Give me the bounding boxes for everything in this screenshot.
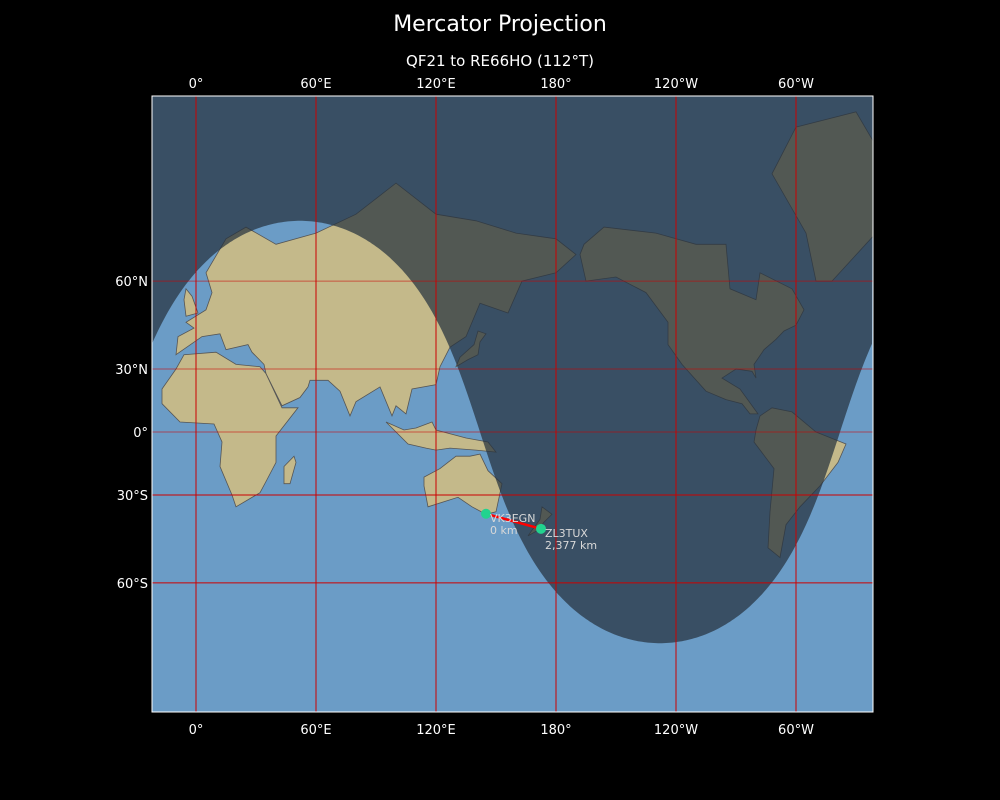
- station-distance: 2,377 km: [545, 539, 597, 552]
- bottom-lon-label: 0°: [189, 723, 204, 738]
- station-marker[interactable]: [481, 508, 491, 519]
- land-madagascar: [283, 455, 297, 485]
- top-lon-label: 120°E: [416, 77, 456, 92]
- top-lon-label: 180°: [540, 77, 571, 92]
- station-call: ZL3TUX: [545, 527, 588, 540]
- tick-labels: 0° 0° 60°E 60°E 120°E 120°E 180° 180° 120°W 120°W…: [115, 77, 814, 738]
- top-lon-label: 60°W: [778, 77, 814, 92]
- map-frame: [151, 95, 874, 713]
- great-circle-path: [485, 512, 542, 531]
- graticule: [152, 96, 873, 712]
- station-call: VK3EGN: [490, 512, 535, 525]
- lat-label: 30°S: [117, 489, 148, 504]
- top-lon-label: 0°: [189, 77, 204, 92]
- lat-label: 60°S: [117, 577, 148, 592]
- top-lon-label: 60°E: [300, 77, 331, 92]
- lat-label: 60°N: [115, 275, 148, 290]
- figure-title: Mercator Projection: [393, 12, 607, 37]
- bottom-lon-label: 180°: [540, 723, 571, 738]
- bottom-lon-label: 120°W: [654, 723, 698, 738]
- lat-label: 30°N: [115, 363, 148, 378]
- station-marker[interactable]: [536, 523, 546, 534]
- land-australia: [423, 453, 503, 515]
- top-lon-label: 120°W: [654, 77, 698, 92]
- map-subtitle: QF21 to RE66HO (112°T): [406, 52, 594, 70]
- bottom-lon-label: 60°W: [778, 723, 814, 738]
- station-distance: 0 km: [490, 524, 518, 537]
- lat-label: 0°: [133, 426, 148, 441]
- bottom-lon-label: 60°E: [300, 723, 331, 738]
- night-shading: [152, 96, 873, 644]
- bottom-lon-label: 120°E: [416, 723, 456, 738]
